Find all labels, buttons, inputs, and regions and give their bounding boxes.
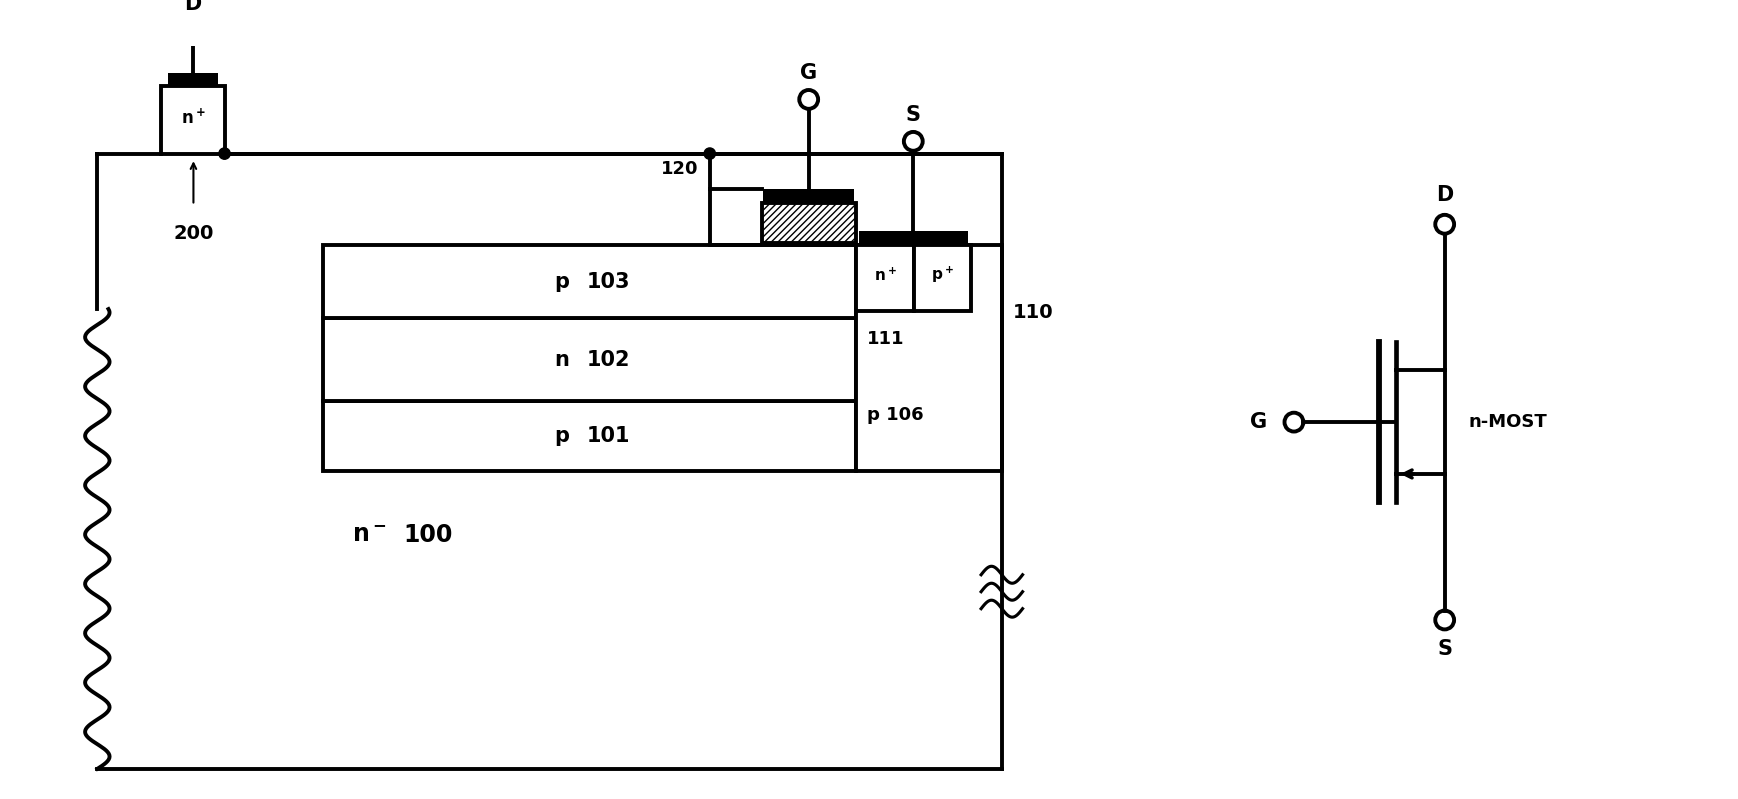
Text: 111: 111 — [867, 330, 904, 348]
Text: $\mathbf{n^-}$: $\mathbf{n^-}$ — [351, 523, 386, 547]
Text: n-MOST: n-MOST — [1469, 413, 1547, 431]
Text: 102: 102 — [587, 350, 631, 370]
Bar — [859, 231, 968, 245]
Bar — [323, 319, 855, 401]
Bar — [761, 203, 855, 243]
Bar — [323, 245, 855, 319]
Bar — [763, 189, 853, 203]
Text: 120: 120 — [660, 160, 699, 177]
Text: D: D — [1436, 185, 1453, 205]
Bar — [169, 73, 217, 85]
Text: $\mathbf{n^+}$: $\mathbf{n^+}$ — [181, 109, 205, 128]
Bar — [855, 245, 914, 311]
Text: $\mathbf{n^+}$: $\mathbf{n^+}$ — [874, 267, 897, 284]
Text: S: S — [905, 105, 921, 125]
Text: 110: 110 — [1013, 303, 1053, 322]
Bar — [914, 245, 972, 311]
Text: D: D — [184, 0, 202, 14]
Text: n: n — [554, 350, 568, 370]
Text: p: p — [554, 426, 568, 447]
Circle shape — [704, 148, 716, 159]
Text: G: G — [1250, 412, 1267, 432]
Bar — [761, 243, 855, 248]
Bar — [855, 245, 1001, 471]
Text: 200: 200 — [174, 225, 214, 243]
Text: 103: 103 — [587, 272, 631, 292]
Text: G: G — [799, 63, 817, 83]
Bar — [162, 85, 224, 153]
Text: S: S — [1437, 639, 1453, 659]
Text: 100: 100 — [403, 523, 454, 547]
Text: p 106: p 106 — [867, 406, 923, 423]
Text: p: p — [554, 272, 568, 292]
Bar — [323, 401, 855, 471]
Text: $\mathbf{p^+}$: $\mathbf{p^+}$ — [932, 265, 954, 285]
Circle shape — [219, 148, 229, 159]
Text: 101: 101 — [587, 426, 631, 447]
